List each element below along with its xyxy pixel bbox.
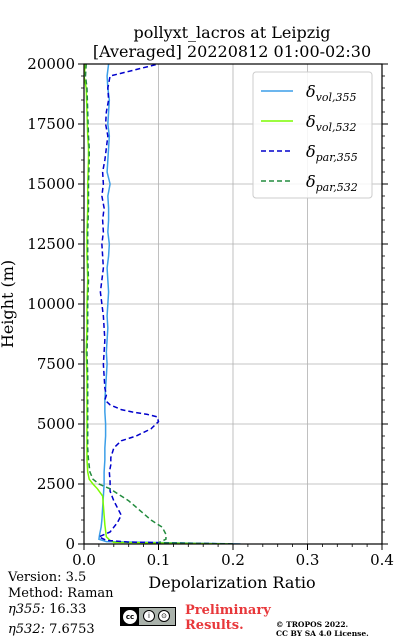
eta355-value: 16.33 (49, 602, 87, 617)
y-tick-label: 7500 (37, 355, 75, 373)
eta532-label: η532: (8, 622, 45, 637)
series-layer (84, 64, 241, 544)
by-icon: i (143, 610, 155, 622)
y-tick-label: 5000 (37, 415, 75, 433)
y-tick-labels: 0 2500 5000 7500 10000 12500 15000 17500 20000 (27, 55, 75, 553)
eta532-value: 7.6753 (49, 622, 95, 637)
legend-entry-label: δvol,355 (306, 82, 357, 104)
sa-icon: ⊙ (158, 610, 170, 622)
y-tick-label: 15000 (27, 175, 75, 193)
preliminary-notice: Preliminary Results. (185, 603, 285, 633)
ticks (78, 63, 388, 550)
copyright-notice: © TROPOS 2022. CC BY SA 4.0 License. (276, 620, 396, 638)
y-tick-label: 17500 (27, 115, 75, 133)
version-text: Version: 3.5 (8, 570, 87, 585)
x-tick-labels: 0.0 0.1 0.2 0.3 0.4 (72, 551, 394, 569)
legend-entry-label: δvol,532 (306, 112, 357, 134)
eta355-row: η355: 16.33 (8, 602, 86, 617)
x-tick-label: 0.1 (147, 551, 171, 569)
x-tick-label: 0.4 (370, 551, 394, 569)
chart-title-line2: [Averaged] 20220812 01:00-02:30 (93, 42, 371, 61)
series-line-par-355 (97, 64, 234, 544)
x-tick-label: 0.2 (221, 551, 245, 569)
y-tick-label: 2500 (37, 475, 75, 493)
legend: δvol,355 δvol,532 δpar,355 δpar,532 (252, 71, 373, 199)
y-tick-label: 12500 (27, 235, 75, 253)
x-axis-label: Depolarization Ratio (148, 573, 315, 592)
eta532-row: η532: 7.6753 (8, 622, 95, 637)
eta355-label: η355: (8, 602, 45, 617)
series-line-vol-355 (98, 64, 241, 544)
cc-logo-icon: cc (123, 610, 137, 624)
copyright-line1: © TROPOS 2022. (276, 620, 349, 629)
y-tick-label: 0 (65, 535, 75, 553)
y-axis-label: Height (m) (0, 260, 17, 348)
preliminary-line1: Preliminary (185, 603, 271, 618)
cc-license-badge-icon: cc i ⊙ (120, 607, 176, 626)
copyright-line2: CC BY SA 4.0 License. (276, 629, 369, 638)
y-tick-label: 20000 (27, 55, 75, 73)
series-line-par-532 (84, 64, 234, 544)
legend-box (252, 71, 373, 199)
legend-entry-label: δpar,532 (306, 172, 358, 194)
legend-entry-label: δpar,355 (306, 142, 358, 164)
preliminary-line2: Results. (185, 618, 244, 633)
y-tick-label: 10000 (27, 295, 75, 313)
method-text: Method: Raman (8, 586, 114, 601)
x-tick-label: 0.0 (72, 551, 96, 569)
chart-title-line1: pollyxt_lacros at Leipzig (133, 23, 330, 42)
x-tick-label: 0.3 (296, 551, 320, 569)
